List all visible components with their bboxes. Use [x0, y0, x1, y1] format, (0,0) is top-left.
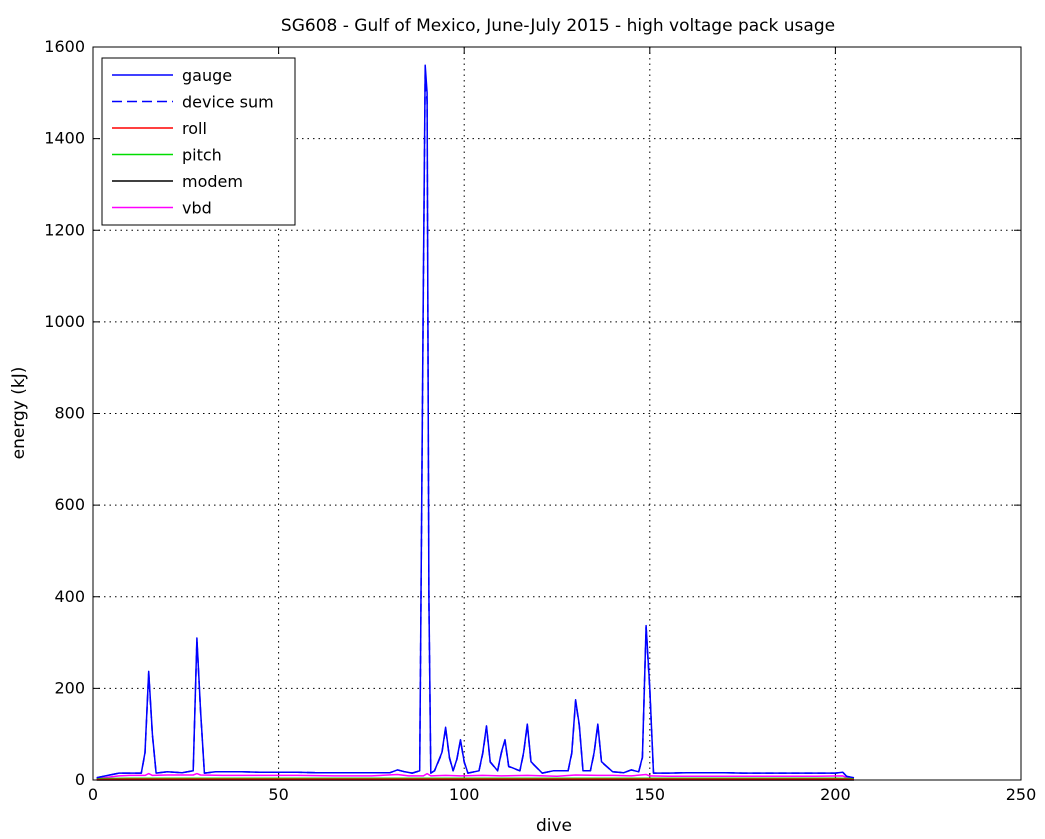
y-tick-label: 800 — [54, 404, 85, 423]
x-tick-label: 150 — [635, 785, 666, 804]
x-tick-label: 50 — [268, 785, 288, 804]
y-axis-ticks: 0 200 400 600 800 1000 1200 1400 1600 — [44, 37, 1021, 789]
legend-label: vbd — [182, 199, 212, 218]
series-line-vbd — [96, 772, 855, 780]
legend-label: pitch — [182, 146, 222, 165]
legend-label: device sum — [182, 93, 274, 112]
x-axis-label: dive — [536, 816, 572, 836]
legend-label: gauge — [182, 66, 232, 85]
legend-label: roll — [182, 119, 207, 138]
y-tick-label: 1000 — [44, 312, 85, 331]
legend: gauge device sum roll pitch modem vbd — [101, 57, 296, 226]
y-tick-label: 400 — [54, 587, 85, 606]
y-tick-label: 1600 — [44, 37, 85, 56]
x-tick-label: 0 — [88, 785, 98, 804]
x-tick-label: 100 — [449, 785, 480, 804]
y-tick-label: 1400 — [44, 129, 85, 148]
x-tick-label: 200 — [820, 785, 851, 804]
series-line-device-sum — [96, 73, 855, 779]
y-tick-label: 1200 — [44, 220, 85, 239]
chart-title: SG608 - Gulf of Mexico, June-July 2015 -… — [281, 16, 835, 36]
y-tick-label: 200 — [54, 678, 85, 697]
y-axis-label: energy (kJ) — [9, 367, 29, 460]
plot-border — [92, 46, 1022, 781]
x-tick-label: 250 — [1006, 785, 1037, 804]
y-tick-label: 0 — [75, 770, 85, 789]
y-tick-label: 600 — [54, 495, 85, 514]
legend-label: modem — [182, 172, 243, 191]
legend-box — [101, 57, 296, 226]
